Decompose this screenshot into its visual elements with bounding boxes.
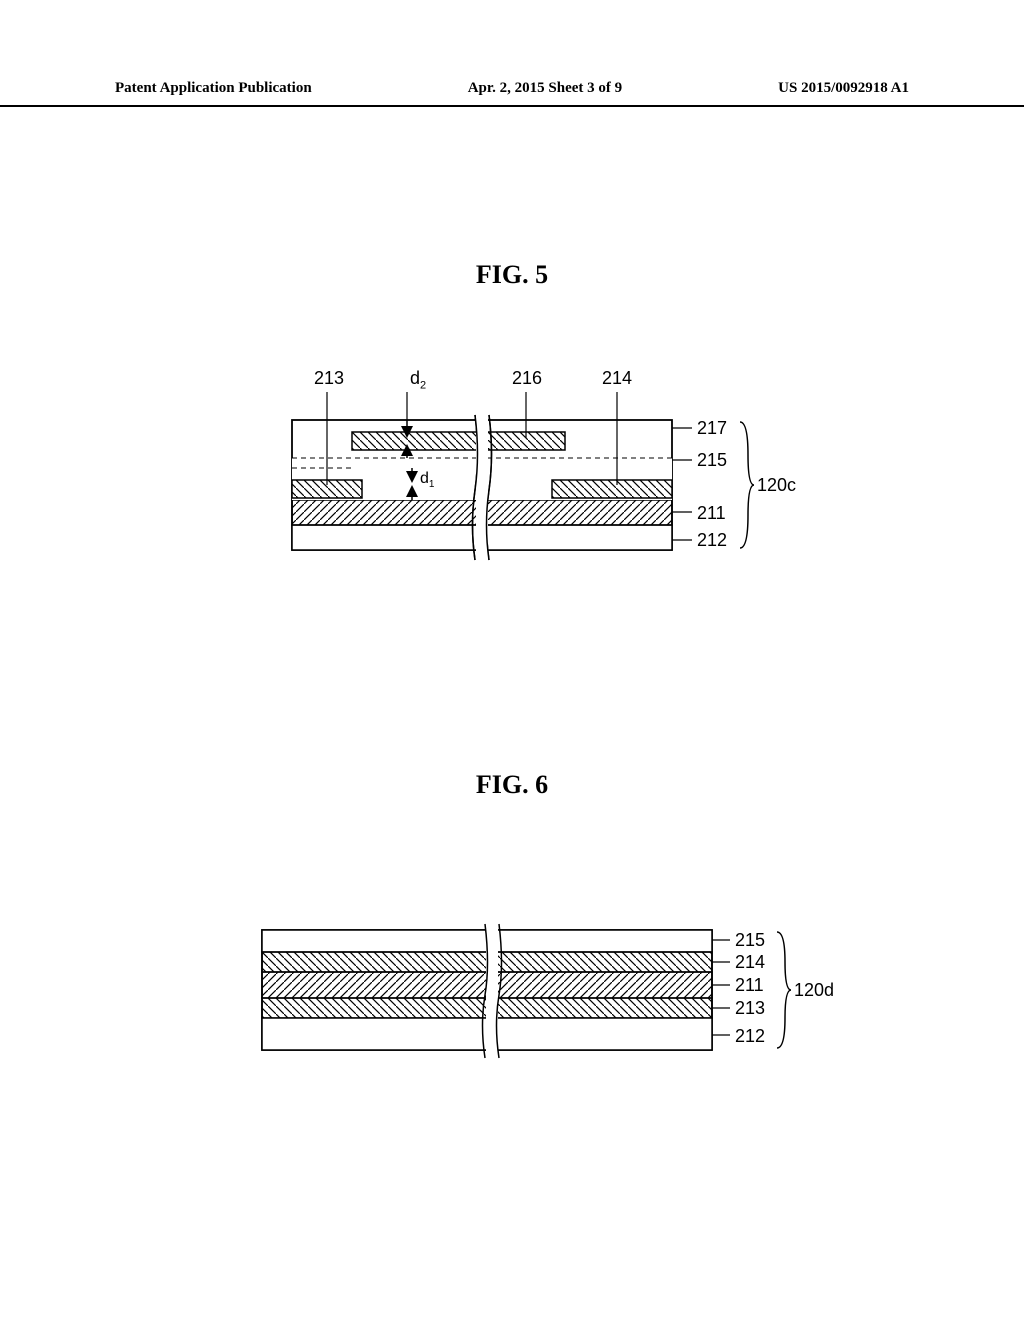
page-header: Patent Application Publication Apr. 2, 2…: [0, 80, 1024, 107]
fig5-label-211: 211: [697, 503, 726, 524]
fig6-label-214: 214: [735, 952, 765, 973]
fig5-label-215: 215: [697, 450, 727, 471]
fig5-label-120c: 120c: [757, 475, 796, 496]
fig5-label-214: 214: [602, 368, 632, 389]
fig5-diagram: 213 d2 216 214 d1 217 215 211 212 120c: [232, 360, 792, 560]
header-right: US 2015/0092918 A1: [778, 80, 909, 97]
fig5-title: FIG. 5: [476, 260, 548, 290]
fig6-label-212: 212: [735, 1026, 765, 1047]
fig5-label-d1: d1: [420, 470, 434, 490]
fig5-label-217: 217: [697, 418, 727, 439]
fig5-label-d2: d2: [410, 368, 426, 392]
fig5-label-216: 216: [512, 368, 542, 389]
fig5-label-212: 212: [697, 530, 727, 551]
fig6-label-120d: 120d: [794, 980, 834, 1001]
header-center: Apr. 2, 2015 Sheet 3 of 9: [468, 80, 622, 97]
fig6-label-213: 213: [735, 998, 765, 1019]
fig6-label-211: 211: [735, 975, 764, 996]
header-left: Patent Application Publication: [115, 80, 312, 97]
fig6-diagram: 215 214 211 213 212 120d: [212, 910, 812, 1080]
fig6-title: FIG. 6: [476, 770, 548, 800]
fig5-label-213: 213: [314, 368, 344, 389]
fig6-label-215: 215: [735, 930, 765, 951]
